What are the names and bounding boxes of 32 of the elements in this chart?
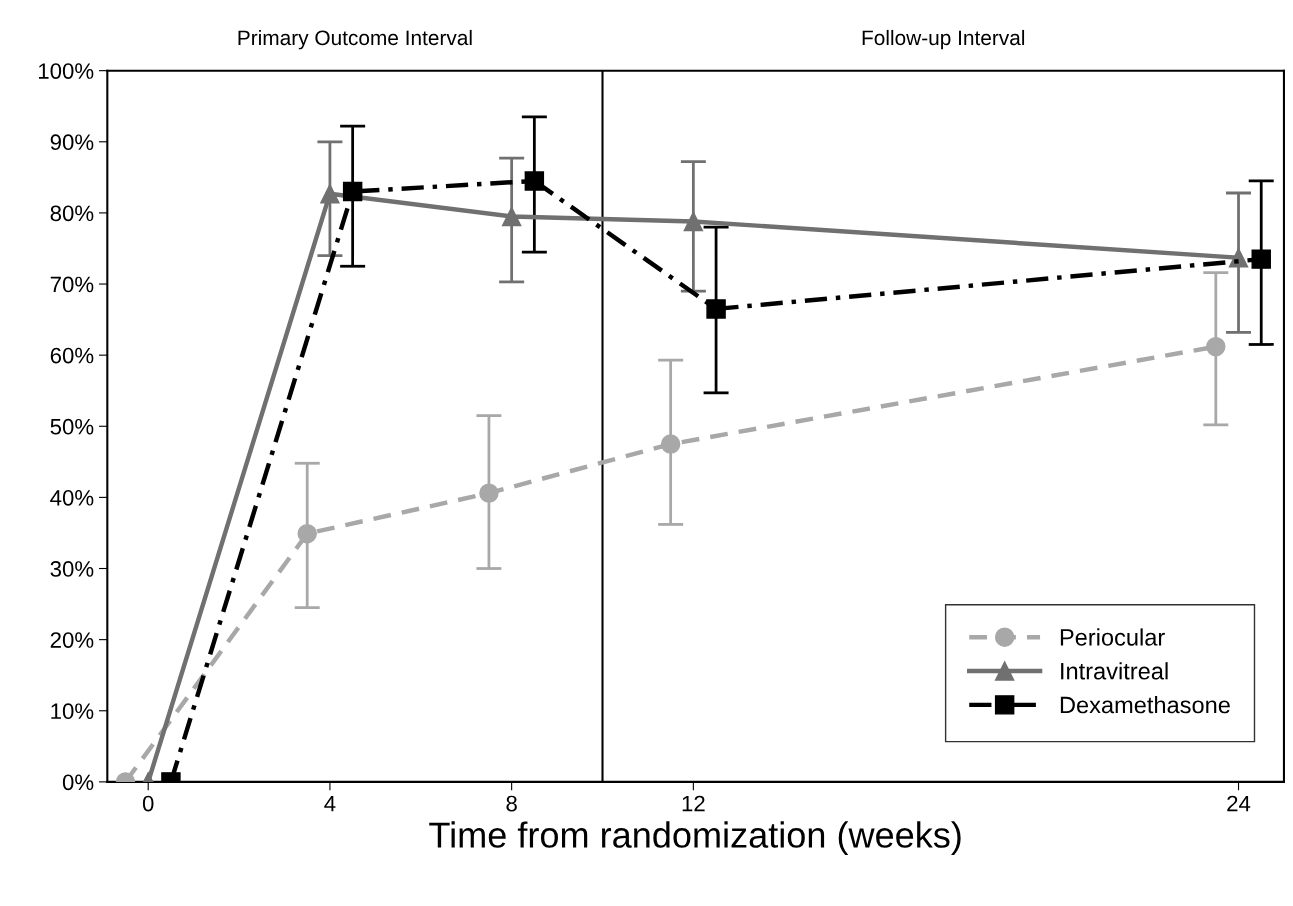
- point: [501, 206, 522, 227]
- point: [683, 211, 704, 232]
- x-tick-label: 12: [682, 795, 705, 812]
- point: [342, 181, 363, 202]
- point: [1251, 249, 1271, 269]
- x-axis-title: Time from randomization (weeks): [429, 821, 961, 855]
- x-tick-label: 4: [324, 795, 336, 812]
- x-tick-label: 24: [1227, 795, 1251, 812]
- y-tick-label: 50%: [50, 418, 94, 435]
- y-tick-label: 70%: [50, 276, 94, 293]
- y-tick-label: 80%: [50, 205, 94, 222]
- legend-label: Dexamethasone: [1060, 696, 1230, 714]
- point: [524, 171, 545, 191]
- point: [706, 299, 726, 319]
- point: [320, 183, 340, 204]
- x-tick-label: 0: [142, 795, 154, 812]
- legend-label: Periocular: [1060, 628, 1165, 646]
- text: Follow-up Interval: [862, 29, 1025, 50]
- y-tick-label: 30%: [50, 561, 94, 577]
- point: [479, 483, 499, 503]
- point: [1206, 336, 1226, 357]
- y-tick-label: 60%: [50, 347, 94, 364]
- y-tick-label: 90%: [50, 134, 94, 151]
- text: Primary Outcome Interval: [238, 29, 472, 50]
- y-tick-label: 100%: [38, 63, 94, 79]
- point: [660, 434, 681, 454]
- y-tick-label: 0%: [62, 774, 94, 791]
- x-tick-label: 8: [506, 795, 517, 812]
- y-tick-label: 40%: [50, 489, 94, 506]
- y-tick-label: 10%: [51, 703, 94, 720]
- legend-label: Intravitreal: [1061, 662, 1168, 680]
- y-tick-label: 20%: [50, 632, 94, 648]
